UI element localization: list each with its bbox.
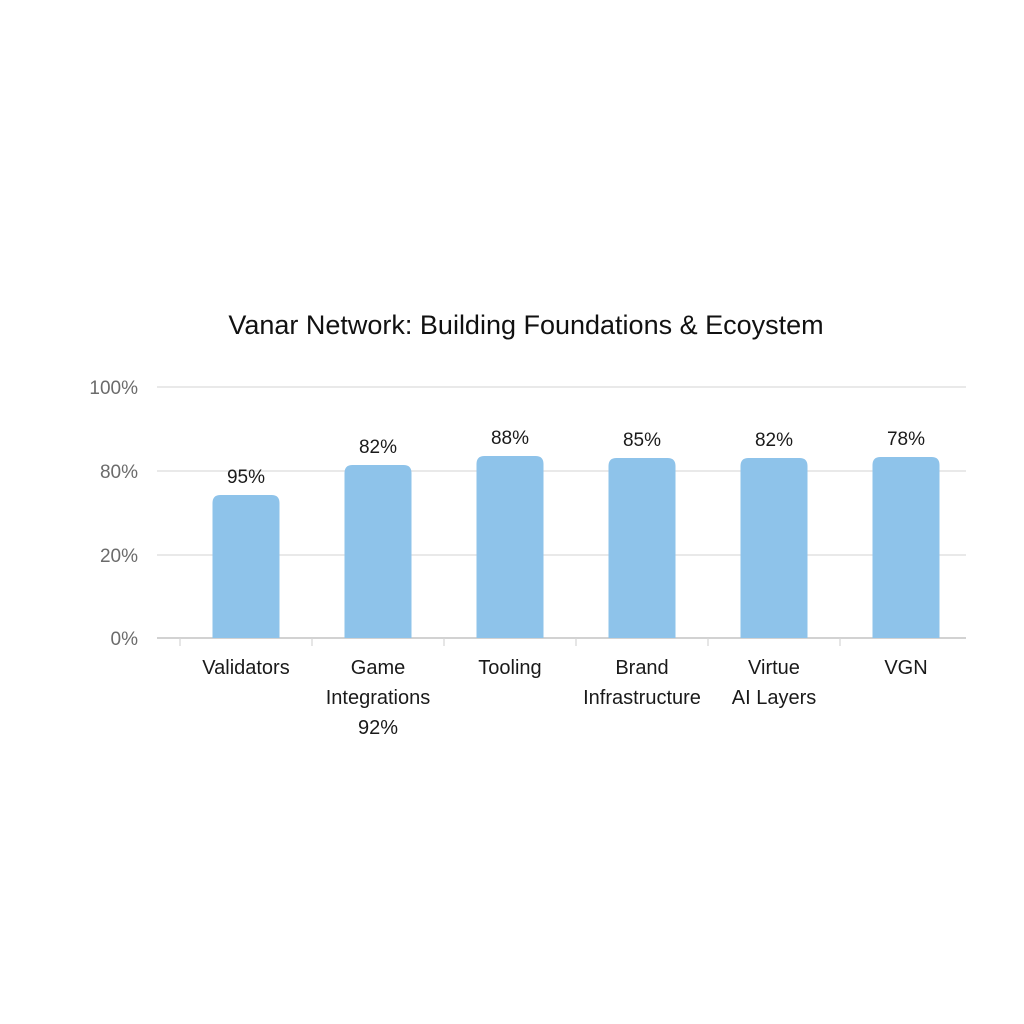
grid-lines — [157, 386, 966, 646]
bar — [476, 456, 544, 638]
category-label: VGN — [884, 657, 927, 679]
value-label: 95% — [227, 467, 265, 488]
y-tick-label: 100% — [89, 378, 138, 399]
category-label: Tooling — [478, 657, 541, 679]
value-label: 78% — [887, 429, 925, 450]
bar — [344, 465, 412, 638]
bars — [212, 456, 940, 638]
category-label: Integrations — [326, 687, 431, 709]
value-label: 85% — [623, 430, 661, 451]
value-label: 88% — [491, 428, 529, 449]
category-label: 92% — [358, 717, 398, 739]
value-label: 82% — [359, 437, 397, 458]
chart-title: Vanar Network: Building Foundations & Ec… — [228, 310, 823, 340]
bar — [212, 495, 280, 638]
y-tick-label: 80% — [100, 462, 138, 483]
category-label: Infrastructure — [583, 687, 701, 709]
bar — [872, 457, 940, 638]
value-labels: 95% 82% 88% 85% 82% 78% — [227, 428, 925, 488]
category-label: Validators — [202, 657, 289, 679]
category-labels: Validators Game Integrations 92% Tooling Bran… — [202, 657, 927, 739]
category-label: Game — [351, 657, 405, 679]
bar — [740, 458, 808, 638]
category-label: Brand — [615, 657, 668, 679]
y-tick-label: 20% — [100, 546, 138, 567]
value-label: 82% — [755, 430, 793, 451]
bar — [608, 458, 676, 638]
category-label: Virtue — [748, 657, 800, 679]
y-axis-ticks: 100% 80% 20% 0% — [89, 378, 138, 650]
y-tick-label: 0% — [111, 629, 139, 650]
category-label: AI Layers — [732, 687, 816, 709]
